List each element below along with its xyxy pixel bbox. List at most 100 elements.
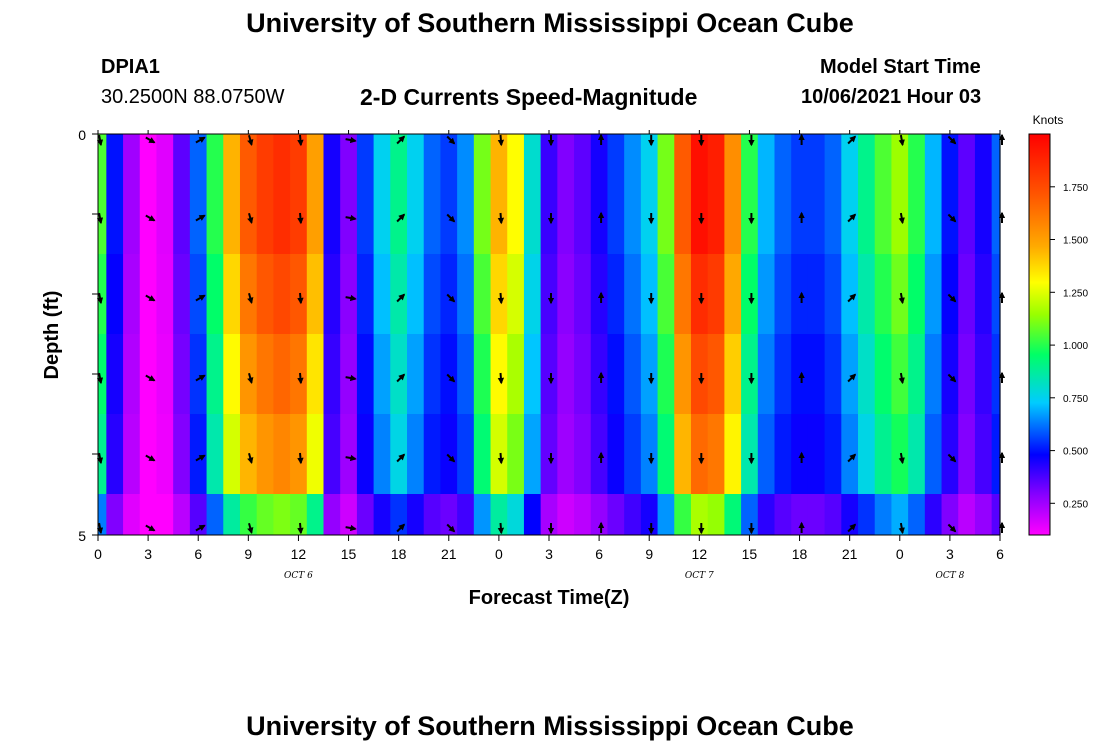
heatmap-cell — [407, 174, 425, 254]
heatmap-cell — [306, 414, 325, 494]
heatmap-cell — [807, 134, 826, 174]
current-vector-arrow — [396, 213, 406, 223]
heatmap-cell — [173, 334, 191, 414]
heatmap-cell — [908, 174, 926, 254]
current-vector-arrow — [247, 292, 254, 305]
heatmap-cell — [290, 254, 308, 334]
heatmap-cell — [824, 414, 842, 494]
heatmap-cell — [657, 134, 675, 174]
model-start-label: Model Start Time — [820, 56, 981, 78]
heatmap-cell — [941, 334, 959, 414]
heatmap-cell — [323, 174, 341, 254]
heatmap-cell — [507, 334, 525, 414]
heatmap-cell — [958, 494, 976, 535]
heatmap-cell — [306, 254, 325, 334]
heatmap-cell — [356, 254, 375, 334]
heatmap-cell — [640, 254, 659, 334]
heatmap-cell — [440, 494, 458, 535]
heatmap-cell — [473, 494, 492, 535]
heatmap-cell — [98, 494, 107, 535]
heatmap-cell — [640, 174, 659, 254]
heatmap-cell — [774, 494, 792, 535]
heatmap-cell — [306, 334, 325, 414]
heatmap-cell — [690, 494, 709, 535]
heatmap-cell — [807, 254, 826, 334]
heatmap-cell — [841, 134, 859, 174]
heatmap-cell — [139, 334, 158, 414]
heatmap-cell — [607, 254, 625, 334]
heatmap-cell — [373, 334, 391, 414]
current-vector-arrow — [345, 454, 357, 462]
heatmap-cell — [924, 414, 943, 494]
heatmap-cell — [924, 254, 943, 334]
heatmap-cell — [507, 134, 525, 174]
heatmap-cell — [908, 134, 926, 174]
heatmap-cell — [239, 494, 258, 535]
heatmap-cell — [523, 134, 542, 174]
heatmap-cell — [440, 254, 458, 334]
heatmap-cell — [724, 334, 742, 414]
current-vector-arrow — [345, 294, 357, 302]
current-vector-arrow — [497, 452, 505, 465]
heatmap-cell — [540, 494, 558, 535]
heatmap-cell — [690, 334, 709, 414]
heatmap-cell — [540, 334, 558, 414]
x-tick-label: 15 — [341, 546, 357, 562]
heatmap-cell — [991, 254, 1001, 334]
heatmap-cell — [607, 494, 625, 535]
heatmap-cell — [356, 174, 375, 254]
heatmap-cell — [473, 254, 492, 334]
heatmap-cell — [657, 414, 675, 494]
station-id: DPIA1 — [101, 56, 160, 78]
heatmap-cell — [674, 414, 692, 494]
heatmap-cell — [791, 334, 809, 414]
heatmap-cell — [624, 494, 642, 535]
current-vector-arrow — [446, 373, 456, 383]
heatmap-cell — [173, 174, 191, 254]
heatmap-cell — [290, 134, 308, 174]
heatmap-cell — [774, 414, 792, 494]
heatmap-cell — [824, 174, 842, 254]
x-tick-label: 6 — [996, 546, 1004, 562]
heatmap-cell — [858, 334, 876, 414]
current-vector-arrow — [96, 372, 104, 385]
heatmap-cell — [674, 134, 692, 174]
current-vector-arrow — [446, 213, 456, 223]
heatmap-cell — [323, 334, 341, 414]
heatmap-cell — [724, 494, 742, 535]
heatmap-cell — [974, 254, 993, 334]
heatmap-cell — [924, 494, 943, 535]
heatmap-cell — [607, 334, 625, 414]
heatmap-cell — [690, 254, 709, 334]
heatmap-cell — [189, 414, 208, 494]
current-vector-arrow — [247, 372, 254, 385]
current-vector-arrow — [847, 453, 857, 463]
colorbar-tick-label: 0.750 — [1063, 394, 1088, 405]
heatmap-cell — [156, 254, 174, 334]
heatmap-cell — [457, 414, 475, 494]
heatmap-cell — [206, 414, 224, 494]
heatmap-cell — [123, 174, 141, 254]
x-tick-label: 0 — [896, 546, 904, 562]
heatmap-cell — [473, 334, 492, 414]
heatmap-cell — [574, 174, 592, 254]
x-tick-label: 0 — [94, 546, 102, 562]
heatmap-cell — [557, 174, 575, 254]
heatmap-cell — [390, 134, 408, 174]
heatmap-cell — [657, 494, 675, 535]
date-label: OCT 8 — [935, 571, 964, 581]
heatmap-cell — [223, 334, 241, 414]
heatmap-cell — [624, 254, 642, 334]
y-axis-label: Depth (ft) — [41, 291, 63, 380]
heatmap-cell — [858, 414, 876, 494]
heatmap-cell — [440, 334, 458, 414]
current-vector-arrow — [195, 374, 206, 382]
heatmap-cell — [423, 254, 442, 334]
current-vector-arrow — [145, 454, 156, 462]
heatmap-cell — [457, 174, 475, 254]
heatmap-cell — [407, 414, 425, 494]
current-vector-arrow — [396, 135, 406, 145]
heatmap-cell — [98, 414, 107, 494]
current-vector-arrow — [345, 136, 357, 144]
heatmap-cell — [707, 494, 725, 535]
